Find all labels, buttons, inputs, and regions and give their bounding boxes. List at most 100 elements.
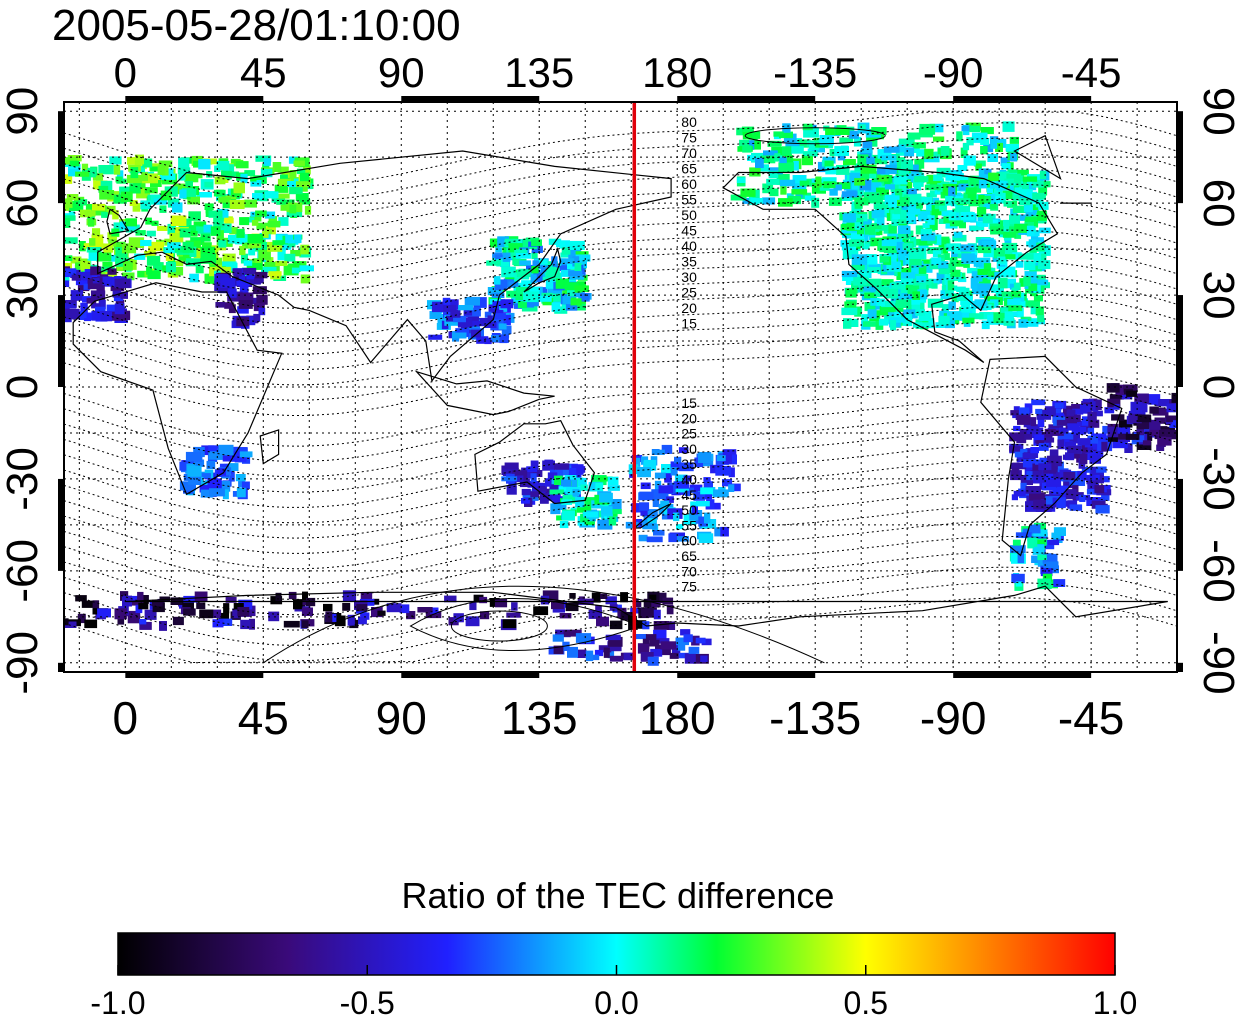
- tec-patch: [244, 170, 256, 176]
- tec-patch: [946, 311, 963, 321]
- tec-patch: [153, 262, 164, 271]
- tec-patch: [839, 137, 854, 143]
- tec-patch: [860, 148, 873, 154]
- tec-patch: [1071, 427, 1087, 435]
- tec-patch: [861, 243, 870, 250]
- tec-patch: [883, 242, 897, 254]
- tec-patch: [486, 260, 501, 266]
- tec-patch: [960, 244, 975, 252]
- contour-line: [64, 229, 1177, 309]
- tec-patch: [1089, 454, 1101, 464]
- contour-label-north: 75: [681, 130, 697, 146]
- tec-patch: [859, 124, 866, 131]
- tec-patch: [216, 481, 231, 492]
- tec-patch: [183, 608, 196, 616]
- tec-patch: [695, 637, 706, 644]
- tec-patch: [1009, 446, 1021, 452]
- tec-patch: [1125, 434, 1140, 440]
- tec-patch: [932, 250, 941, 258]
- tec-patch: [1011, 494, 1018, 501]
- tec-patch: [866, 278, 882, 288]
- tec-patch: [946, 243, 956, 252]
- tec-patch: [888, 224, 897, 234]
- tec-patch: [204, 181, 214, 188]
- tec-patch: [1111, 414, 1125, 421]
- tec-patch: [700, 487, 713, 495]
- tec-patch: [936, 272, 946, 284]
- tec-patch: [568, 468, 577, 476]
- tec-patch: [931, 257, 942, 265]
- tec-patch: [492, 313, 506, 323]
- tec-patch: [926, 318, 935, 329]
- tec-patch: [552, 490, 561, 500]
- tec-patch: [916, 275, 926, 283]
- tec-patch: [555, 469, 563, 478]
- tec-patch: [464, 296, 480, 306]
- tec-patch: [801, 154, 813, 166]
- tec-patch: [890, 182, 906, 192]
- tec-patch: [1096, 466, 1107, 473]
- contour-line: [64, 459, 1177, 539]
- tec-patch: [823, 181, 836, 189]
- tec-patch: [969, 125, 981, 133]
- tec-patch: [1037, 315, 1045, 322]
- tec-patch: [876, 298, 885, 307]
- tec-patch: [218, 444, 234, 456]
- tec-patch: [546, 267, 560, 278]
- tec-patch: [607, 649, 615, 659]
- tec-patch: [917, 289, 928, 300]
- tec-patch: [1137, 414, 1152, 423]
- tec-patch: [278, 217, 289, 226]
- tec-patch: [272, 240, 284, 246]
- tec-patch: [215, 302, 225, 308]
- tec-patch: [253, 175, 267, 184]
- tec-patch: [822, 177, 837, 186]
- tec-patch: [488, 304, 501, 314]
- tec-patch: [698, 452, 712, 463]
- bottom-frame-bar: [953, 672, 1092, 678]
- tec-patch: [96, 251, 112, 262]
- tec-patch: [880, 281, 896, 292]
- tec-patch: [628, 615, 637, 623]
- tec-patch: [559, 258, 575, 264]
- tec-patch: [1033, 242, 1045, 252]
- bottom-frame-bar: [125, 672, 264, 678]
- tec-patch: [229, 446, 240, 455]
- tec-patch: [1009, 432, 1025, 442]
- tec-patch: [323, 603, 333, 612]
- left-lat-label: -60: [0, 539, 47, 603]
- tec-patch: [835, 182, 851, 189]
- tec-patch: [526, 466, 538, 472]
- tec-patch: [1010, 470, 1022, 481]
- tec-patch: [881, 155, 897, 161]
- tec-patch: [499, 305, 508, 312]
- tec-patch: [1007, 200, 1018, 208]
- tec-patch: [850, 232, 865, 243]
- tec-patch: [1026, 495, 1037, 507]
- tec-patch: [977, 207, 987, 218]
- tec-patch: [899, 196, 910, 206]
- tec-patch: [1087, 427, 1095, 435]
- tec-patch: [902, 236, 909, 244]
- tec-patch: [1149, 419, 1161, 430]
- tec-patch: [642, 638, 649, 644]
- tec-patch: [1154, 417, 1167, 424]
- tec-patch: [531, 266, 539, 274]
- tec-patch: [1042, 573, 1053, 582]
- tec-patch: [945, 290, 954, 297]
- tec-patch: [819, 135, 834, 146]
- tec-patch: [299, 198, 311, 205]
- tec-patch: [914, 176, 929, 183]
- tec-patch: [267, 220, 281, 228]
- tec-patch: [102, 276, 113, 285]
- tec-patch: [169, 232, 184, 243]
- tec-patch: [857, 154, 869, 165]
- tec-patch: [864, 192, 880, 202]
- tec-patch: [864, 292, 878, 299]
- tec-patch: [178, 157, 190, 168]
- tec-patch: [1024, 466, 1033, 476]
- tec-patch: [945, 172, 960, 181]
- tec-patch: [907, 132, 921, 140]
- tec-patch: [677, 640, 686, 651]
- contour-line: [64, 244, 1177, 325]
